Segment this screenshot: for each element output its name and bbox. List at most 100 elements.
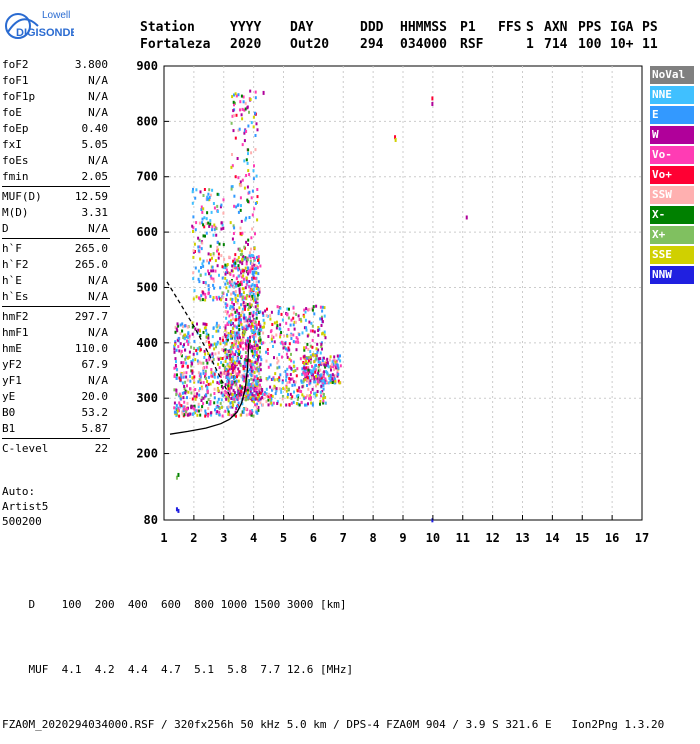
echo-point [251, 189, 254, 193]
echo-point [239, 208, 242, 212]
muf-value: 5.8 [214, 663, 248, 676]
echo-point [208, 358, 211, 362]
echo-point [251, 283, 254, 286]
echo-point [186, 378, 189, 382]
echo-point [307, 348, 310, 351]
echo-point [188, 336, 191, 340]
echo-point [232, 291, 235, 295]
param-label: B0 [2, 406, 16, 419]
echo-point [197, 249, 200, 253]
echo-point [229, 297, 232, 301]
echo-point [206, 259, 209, 263]
echo-point [271, 377, 274, 381]
echo-point [205, 377, 208, 380]
auto-version: 500200 [2, 515, 42, 528]
echo-point [270, 394, 273, 398]
echo-point [225, 286, 228, 290]
echo-point [238, 360, 241, 364]
echo-point [249, 288, 252, 292]
echo-point [232, 403, 235, 407]
echo-point [329, 380, 332, 384]
echo-point [181, 410, 184, 414]
echo-point [294, 380, 297, 384]
echo-point [253, 263, 256, 267]
echo-point [259, 363, 262, 367]
echo-point [311, 403, 314, 407]
echo-point [257, 330, 260, 334]
echo-point [243, 369, 246, 373]
echo-point [252, 115, 255, 119]
echo-point [240, 318, 242, 322]
echo-point [271, 334, 273, 338]
echo-point [254, 379, 257, 383]
echo-point [198, 346, 201, 349]
echo-point [235, 94, 238, 98]
legend-vo-: Vo- [650, 146, 694, 164]
echo-point [281, 318, 284, 322]
echo-point [267, 335, 270, 338]
echo-point [253, 331, 255, 335]
echo-point [231, 350, 234, 354]
echo-point [231, 342, 234, 345]
echo-point [202, 396, 205, 400]
header-label-0: Station [140, 20, 195, 35]
echo-point [250, 196, 253, 200]
echo-point [222, 226, 225, 230]
echo-point [253, 370, 256, 374]
echo-point [313, 376, 316, 380]
echo-point [286, 367, 289, 371]
echo-point [258, 332, 261, 335]
echo-point [273, 378, 276, 382]
echo-point [261, 388, 264, 391]
echo-point [222, 211, 225, 215]
echo-point [267, 398, 270, 402]
echo-point [203, 216, 206, 220]
echo-point [198, 374, 201, 378]
echo-point [254, 111, 257, 115]
echo-point [231, 237, 234, 241]
echo-point [243, 385, 246, 389]
echo-point [183, 343, 185, 347]
echo-point [258, 311, 261, 314]
echo-point [323, 370, 326, 374]
echo-point [237, 259, 240, 263]
echo-point [245, 276, 248, 280]
echo-point [232, 224, 235, 228]
echo-point [202, 194, 205, 197]
echo-point [245, 297, 248, 301]
echo-point [291, 377, 294, 381]
echo-point [254, 353, 257, 357]
echo-point [259, 335, 261, 339]
echo-point [240, 338, 243, 342]
echo-point [191, 397, 194, 401]
echo-point [205, 384, 208, 388]
echo-point [215, 324, 218, 328]
echo-point [198, 378, 201, 382]
echo-point [215, 342, 218, 346]
echo-point [305, 361, 308, 365]
echo-point [241, 326, 244, 330]
echo-point [230, 348, 233, 352]
echo-point [221, 386, 224, 390]
echo-point [247, 200, 250, 204]
echo-point [250, 369, 253, 373]
param-value: N/A [88, 374, 108, 387]
echo-point [194, 358, 197, 362]
echo-point [234, 372, 237, 376]
echo-point [183, 337, 186, 341]
echo-point [229, 304, 232, 308]
echo-point [307, 379, 310, 383]
echo-point [210, 374, 213, 378]
echo-point [232, 114, 235, 118]
logo-graphic: Lowell DIGISONDE [5, 10, 78, 39]
echo-point [241, 295, 244, 299]
echo-point [269, 314, 272, 318]
echo-point [230, 392, 233, 396]
echo-point [257, 322, 260, 326]
echo-point [215, 233, 218, 237]
echo-point [205, 339, 208, 343]
echo-point [218, 242, 221, 246]
echo-point [177, 407, 180, 411]
echo-point [246, 374, 249, 378]
echo-point [203, 349, 206, 353]
